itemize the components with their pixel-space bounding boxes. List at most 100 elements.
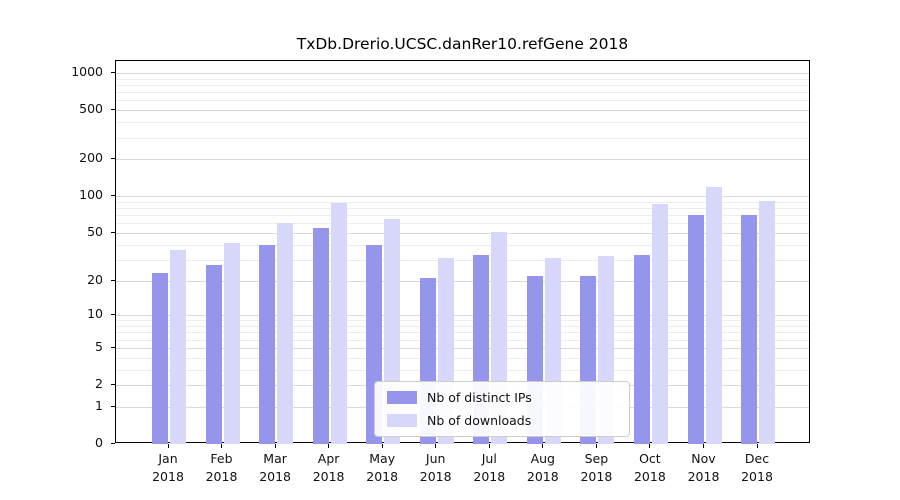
bar-nb-of-distinct-ips-jan bbox=[152, 273, 168, 444]
y-tick-label: 1 bbox=[95, 397, 103, 413]
x-tick-label: Apr 2018 bbox=[294, 450, 364, 486]
x-tick-month: Feb bbox=[210, 451, 233, 466]
x-tick-month: May bbox=[369, 451, 396, 466]
gridline-minor bbox=[116, 332, 809, 334]
x-tick-label: Sep 2018 bbox=[561, 450, 631, 486]
gridline-minor bbox=[116, 122, 809, 124]
gridline-minor bbox=[116, 208, 809, 209]
legend-swatch-distinct-ips-icon bbox=[387, 391, 417, 404]
y-tick-label: 0 bbox=[95, 435, 103, 450]
y-tick-label: 500 bbox=[79, 101, 103, 117]
x-tick-year: 2018 bbox=[419, 469, 452, 484]
y-tick-mark bbox=[111, 109, 115, 111]
bar-nb-of-downloads-dec bbox=[759, 200, 775, 444]
gridline-minor bbox=[116, 369, 809, 371]
x-tick-year: 2018 bbox=[580, 469, 613, 484]
gridline-major bbox=[116, 232, 809, 234]
legend-item-distinct-ips: Nb of distinct IPs bbox=[387, 390, 617, 405]
x-tick-mark bbox=[542, 444, 544, 448]
x-tick-label: Jan 2018 bbox=[133, 450, 203, 486]
gridline-minor bbox=[116, 223, 809, 225]
x-tick-label: Aug 2018 bbox=[508, 450, 578, 486]
gridline-major bbox=[116, 72, 809, 74]
y-tick-mark bbox=[111, 384, 115, 385]
x-tick-month: Oct bbox=[639, 451, 661, 466]
x-tick-label: Jun 2018 bbox=[401, 450, 471, 486]
x-tick-mark bbox=[649, 444, 651, 448]
y-tick-label: 5 bbox=[95, 338, 103, 354]
gridline-minor bbox=[116, 357, 809, 359]
x-tick-mark bbox=[167, 444, 169, 448]
gridline-major bbox=[116, 280, 809, 282]
x-tick-month: Nov bbox=[691, 451, 716, 466]
y-tick-label: 50 bbox=[87, 223, 103, 239]
x-tick-year: 2018 bbox=[687, 469, 720, 484]
gridline-minor bbox=[116, 215, 809, 217]
bar-nb-of-distinct-ips-feb bbox=[205, 265, 222, 444]
bar-nb-of-distinct-ips-oct bbox=[633, 254, 650, 444]
plot-area: Nb of distinct IPs Nb of downloads bbox=[115, 60, 810, 444]
legend-swatch-downloads-icon bbox=[387, 414, 417, 427]
y-tick-label: 1000 bbox=[71, 63, 103, 79]
chart-title: TxDb.Drerio.UCSC.danRer10.refGene 2018 bbox=[296, 35, 629, 53]
bar-nb-of-downloads-jan bbox=[170, 250, 186, 444]
y-tick-mark bbox=[111, 231, 115, 233]
legend-item-downloads: Nb of downloads bbox=[387, 413, 617, 428]
gridline-minor bbox=[116, 339, 809, 341]
gridline-minor bbox=[116, 100, 809, 102]
gridline-minor bbox=[116, 320, 809, 322]
x-tick-year: 2018 bbox=[526, 469, 559, 484]
gridline-major bbox=[116, 110, 809, 112]
x-tick-label: Dec 2018 bbox=[722, 450, 792, 486]
x-tick-label: Oct 2018 bbox=[615, 450, 685, 486]
x-tick-label: Mar 2018 bbox=[240, 450, 310, 486]
x-tick-year: 2018 bbox=[259, 469, 291, 484]
bar-nb-of-distinct-ips-nov bbox=[687, 215, 704, 444]
x-tick-label: Nov 2018 bbox=[669, 450, 739, 486]
y-tick-mark bbox=[111, 279, 115, 281]
x-tick-year: 2018 bbox=[473, 469, 506, 484]
gridline-minor bbox=[116, 78, 809, 80]
x-tick-mark bbox=[328, 444, 330, 448]
gridline-minor bbox=[116, 92, 809, 94]
x-tick-month: Sep bbox=[584, 451, 609, 466]
x-tick-mark bbox=[274, 444, 276, 448]
y-tick-mark bbox=[111, 314, 115, 316]
x-tick-mark bbox=[756, 444, 758, 448]
bar-nb-of-distinct-ips-dec bbox=[741, 215, 757, 444]
x-tick-month: Mar bbox=[263, 451, 287, 466]
bar-nb-of-downloads-mar bbox=[277, 223, 294, 444]
legend: Nb of distinct IPs Nb of downloads bbox=[374, 381, 630, 437]
x-tick-label: May 2018 bbox=[347, 450, 417, 486]
x-tick-year: 2018 bbox=[366, 469, 399, 484]
bar-nb-of-distinct-ips-mar bbox=[259, 244, 276, 444]
gridline-major bbox=[116, 196, 809, 198]
gridline-minor bbox=[116, 244, 809, 246]
y-tick-label: 10 bbox=[87, 306, 103, 322]
gridline-major bbox=[116, 347, 809, 349]
x-tick-year: 2018 bbox=[741, 469, 773, 484]
x-tick-month: Jun bbox=[425, 451, 446, 466]
y-tick-label: 100 bbox=[79, 187, 103, 203]
bar-nb-of-downloads-apr bbox=[330, 202, 347, 444]
x-tick-year: 2018 bbox=[152, 469, 184, 484]
x-tick-month: Aug bbox=[530, 451, 555, 466]
gridline-minor bbox=[116, 326, 809, 327]
x-tick-year: 2018 bbox=[633, 469, 666, 484]
gridline-minor bbox=[116, 201, 809, 203]
gridline-major bbox=[116, 315, 809, 317]
y-tick-label: 20 bbox=[87, 271, 103, 287]
y-tick-mark bbox=[111, 195, 115, 197]
gridline-minor bbox=[116, 259, 809, 261]
gridline-minor bbox=[116, 137, 809, 139]
x-tick-month: Jul bbox=[481, 451, 497, 466]
x-tick-month: Apr bbox=[317, 451, 340, 466]
bar-nb-of-downloads-oct bbox=[651, 204, 668, 444]
x-tick-mark bbox=[488, 444, 490, 448]
y-tick-mark bbox=[111, 443, 115, 444]
x-tick-label: Jul 2018 bbox=[454, 450, 524, 486]
bar-nb-of-distinct-ips-apr bbox=[312, 227, 329, 444]
y-tick-mark bbox=[111, 71, 115, 73]
gridline-minor bbox=[116, 84, 809, 86]
